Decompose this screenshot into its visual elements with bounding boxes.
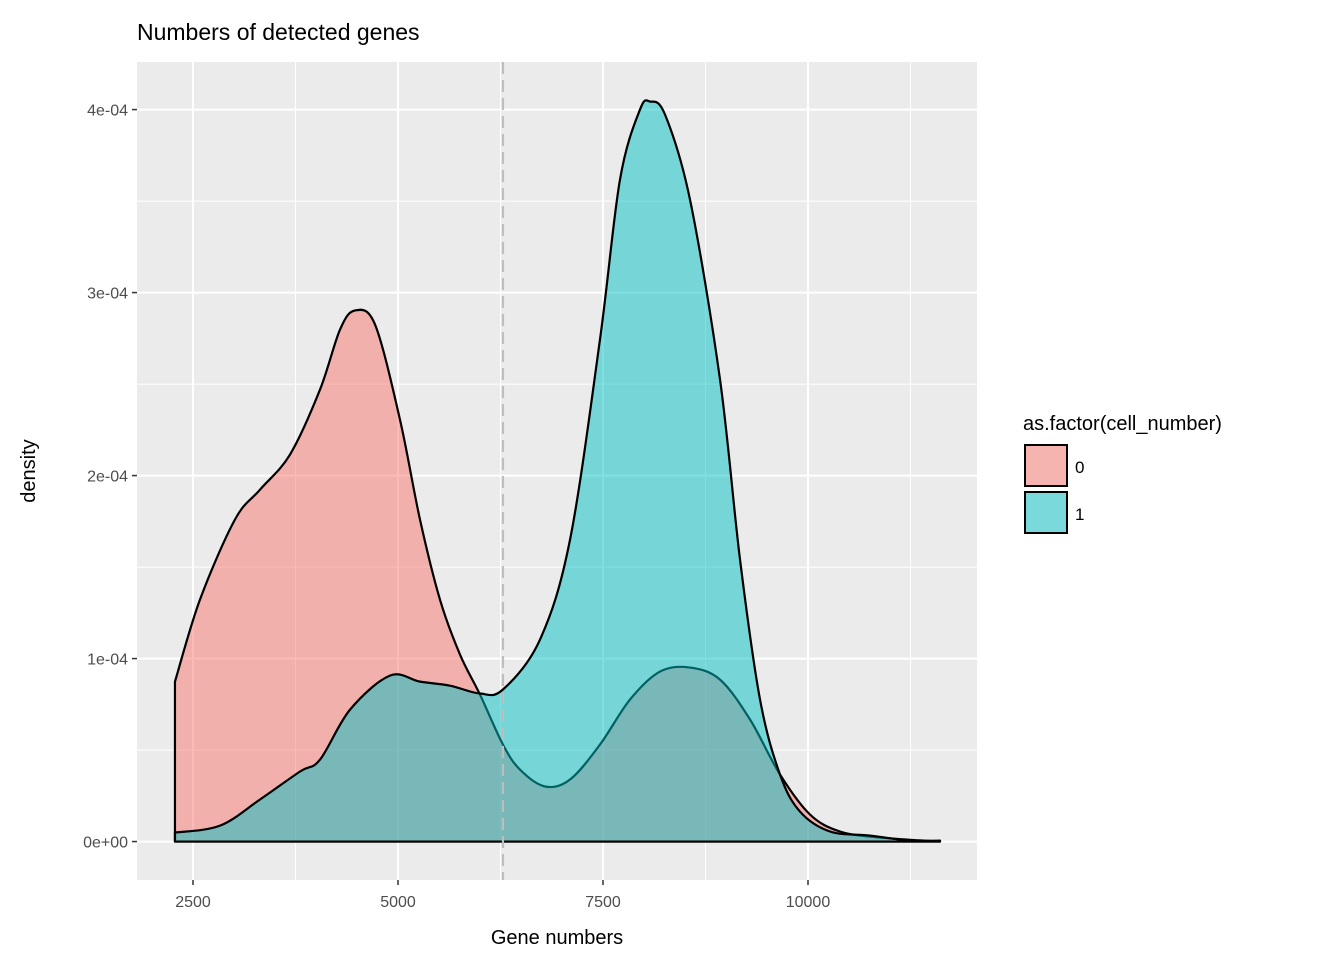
legend: as.factor(cell_number) 0 1 bbox=[1023, 413, 1222, 534]
legend-title: as.factor(cell_number) bbox=[1023, 413, 1222, 435]
x-tick-label: 10000 bbox=[786, 894, 831, 911]
y-tick-label: 1e-04 bbox=[87, 652, 128, 669]
y-axis: 0e+00 1e-04 2e-04 3e-04 4e-04 bbox=[83, 103, 137, 852]
legend-label-1: 1 bbox=[1075, 505, 1084, 524]
y-axis-title: density bbox=[18, 439, 40, 502]
y-tick-label: 3e-04 bbox=[87, 286, 128, 303]
density-areas bbox=[173, 99, 942, 843]
y-tick-label: 4e-04 bbox=[87, 103, 128, 120]
y-tick-label: 0e+00 bbox=[83, 835, 128, 852]
y-tick-label: 2e-04 bbox=[87, 469, 128, 486]
x-tick-label: 2500 bbox=[175, 894, 211, 911]
x-axis: 2500 5000 7500 10000 bbox=[175, 880, 830, 911]
legend-swatch-1 bbox=[1024, 491, 1068, 534]
chart-title: Numbers of detected genes bbox=[137, 19, 420, 45]
x-tick-label: 5000 bbox=[380, 894, 416, 911]
x-tick-label: 7500 bbox=[585, 894, 621, 911]
density-area-1 bbox=[173, 99, 942, 843]
legend-swatch-0 bbox=[1024, 444, 1068, 487]
x-axis-title: Gene numbers bbox=[491, 927, 623, 949]
legend-label-0: 0 bbox=[1075, 458, 1084, 477]
